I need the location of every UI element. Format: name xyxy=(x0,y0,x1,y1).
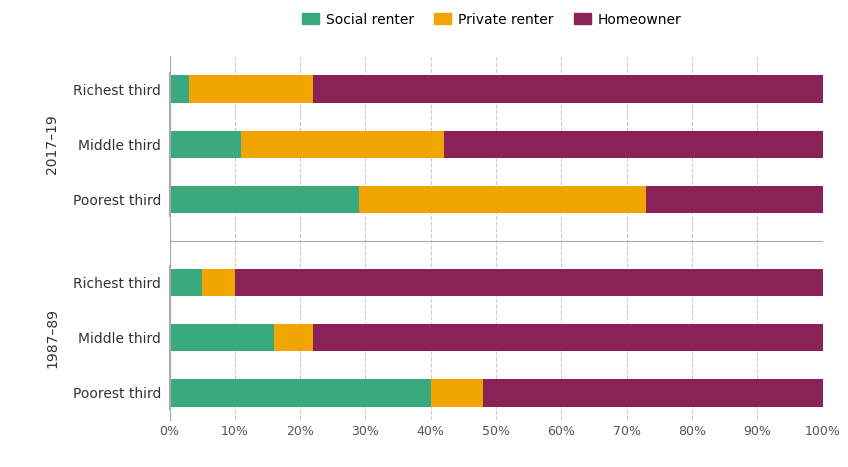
Bar xyxy=(483,379,823,406)
Bar xyxy=(646,186,823,213)
Bar xyxy=(170,131,242,158)
Bar xyxy=(189,75,313,103)
Text: 2017–19: 2017–19 xyxy=(45,114,59,174)
Bar xyxy=(203,269,235,296)
Bar xyxy=(235,269,823,296)
Bar xyxy=(170,186,359,213)
Bar xyxy=(242,131,444,158)
Bar xyxy=(274,324,313,351)
Text: 1987–89: 1987–89 xyxy=(45,307,59,368)
Bar xyxy=(444,131,823,158)
Bar xyxy=(170,75,189,103)
Legend: Social renter, Private renter, Homeowner: Social renter, Private renter, Homeowner xyxy=(296,7,688,32)
Bar xyxy=(170,324,274,351)
Bar xyxy=(359,186,646,213)
Bar xyxy=(313,324,823,351)
Bar xyxy=(170,269,203,296)
Bar xyxy=(170,379,431,406)
Bar xyxy=(313,75,823,103)
Bar xyxy=(431,379,483,406)
